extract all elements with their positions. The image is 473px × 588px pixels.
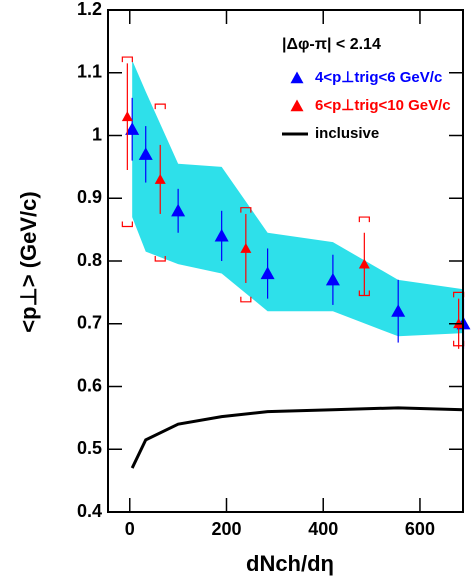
systematic-bracket — [154, 103, 166, 262]
systematic-bracket — [358, 216, 370, 297]
x-tick-label: 0 — [125, 519, 135, 539]
line — [130, 406, 464, 469]
y-tick-label: 1 — [92, 124, 102, 144]
marker — [214, 228, 229, 242]
y-axis-label: <p⊥> (GeV/c) — [16, 191, 41, 332]
x-tick-label: 200 — [211, 519, 241, 539]
systematic-bracket — [240, 207, 252, 303]
y-tick-label: 0.7 — [77, 313, 102, 333]
y-tick-label: 1.2 — [77, 0, 102, 19]
legend-marker — [290, 99, 304, 112]
legend-marker — [290, 71, 304, 84]
marker — [260, 266, 275, 280]
y-tick-label: 1.1 — [77, 62, 102, 82]
band — [132, 60, 464, 337]
y-tick-label: 0.9 — [77, 187, 102, 207]
y-tick-label: 0.8 — [77, 250, 102, 270]
marker — [125, 122, 140, 135]
systematic-bracket — [121, 56, 133, 228]
legend-label: 6<p⊥trig<10 GeV/c — [315, 97, 451, 114]
y-tick-label: 0.4 — [77, 501, 102, 521]
y-tick-label: 0.5 — [77, 438, 102, 458]
legend-label: inclusive — [315, 125, 379, 142]
x-tick-label: 400 — [308, 519, 338, 539]
legend-title: |Δφ-π| < 2.14 — [282, 36, 381, 53]
y-tick-label: 0.6 — [77, 375, 102, 395]
x-axis-label: dNch/dη — [246, 551, 334, 576]
marker — [138, 147, 153, 160]
legend-label: 4<p⊥trig<6 GeV/c — [315, 69, 442, 86]
marker — [154, 173, 166, 184]
x-tick-label: 600 — [405, 519, 435, 539]
marker — [240, 242, 252, 253]
marker — [121, 111, 133, 122]
marker — [325, 272, 340, 286]
marker — [358, 258, 370, 269]
marker — [391, 304, 406, 317]
marker — [171, 203, 186, 217]
